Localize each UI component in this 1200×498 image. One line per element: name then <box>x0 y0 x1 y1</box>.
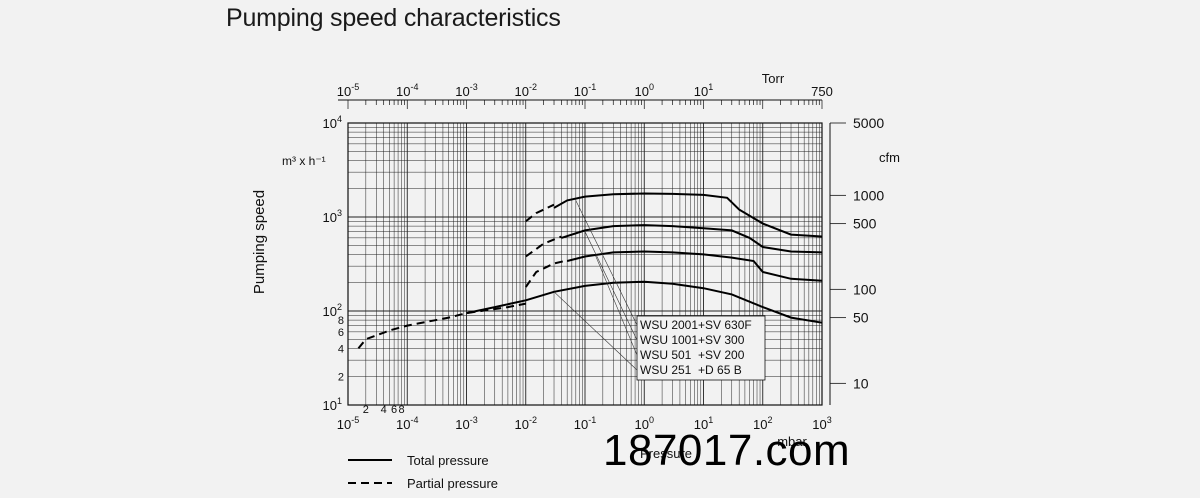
series-label: WSU 251 +D 65 B <box>640 363 742 377</box>
torr-tick-label: 10-4 <box>396 82 418 99</box>
cfm-tick-label: 500 <box>853 216 877 232</box>
series-partial-pressure-line <box>525 203 555 223</box>
cfm-axis-unit: cfm <box>879 150 900 165</box>
torr-tick-label: 10-2 <box>515 82 537 99</box>
series-partial-pressure-line <box>525 235 562 258</box>
torr-tick-label: 10-3 <box>455 82 477 99</box>
y-minor-label: 8 <box>338 315 344 327</box>
legend-label: Total pressure <box>407 453 489 468</box>
torr-tick-label: 750 <box>811 84 833 99</box>
y-minor-label: 2 <box>338 372 344 384</box>
y-axis-unit: m³ x h⁻¹ <box>282 154 326 168</box>
y-tick-label: 101 <box>323 396 342 413</box>
torr-tick-label: 10-1 <box>574 82 596 99</box>
x-tick-label: 100 <box>635 415 654 432</box>
cfm-tick-label: 50 <box>853 310 869 326</box>
x-axis-unit: mbar <box>777 434 807 449</box>
x-tick-label: 101 <box>694 415 713 432</box>
series-partial-pressure-line <box>524 259 568 288</box>
x-tick-label: 10-3 <box>455 415 477 432</box>
torr-tick-label: 10-5 <box>337 82 359 99</box>
x-minor-label: 6 <box>391 404 397 416</box>
series-total-pressure-line <box>553 192 823 238</box>
series-leader-line <box>575 200 638 326</box>
plot-frame <box>347 122 823 406</box>
torr-tick-label: 101 <box>694 82 713 99</box>
legend-label: Partial pressure <box>407 476 498 491</box>
y-minor-label: 4 <box>338 343 344 355</box>
series-total-pressure-line <box>466 280 823 324</box>
torr-axis-unit: Torr <box>762 71 785 86</box>
y-axis-label: Pumping speed <box>251 190 268 294</box>
series-leader-line <box>584 231 638 341</box>
x-minor-label: 8 <box>398 404 404 416</box>
y-tick-label: 102 <box>323 302 342 319</box>
x-tick-label: 103 <box>812 415 831 432</box>
x-tick-label: 10-5 <box>337 415 359 432</box>
series-label: WSU 2001+SV 630F <box>640 318 752 332</box>
x-tick-label: 10-1 <box>574 415 596 432</box>
cfm-tick-label: 1000 <box>853 187 884 203</box>
series-total-pressure-line <box>561 224 823 254</box>
x-minor-label: 2 <box>363 404 369 416</box>
x-minor-label: 4 <box>381 404 387 416</box>
series-label: WSU 1001+SV 300 <box>640 333 745 347</box>
cfm-tick-label: 100 <box>853 281 877 297</box>
series-leader-line <box>553 291 638 371</box>
series-label-box <box>636 315 766 381</box>
y-tick-label: 104 <box>323 114 342 131</box>
torr-tick-label: 100 <box>635 82 654 99</box>
x-axis-unit-secondary: Pressure <box>640 446 692 461</box>
x-tick-label: 10-4 <box>396 415 418 432</box>
series-leader-line <box>595 255 638 356</box>
y-tick-label: 103 <box>323 208 342 225</box>
watermark: 187017.com <box>603 426 851 475</box>
cfm-tick-label: 10 <box>853 375 869 391</box>
series-label: WSU 501 +SV 200 <box>640 348 745 362</box>
x-tick-label: 102 <box>753 415 772 432</box>
cfm-tick-label: 5000 <box>853 115 884 131</box>
x-tick-label: 10-2 <box>515 415 537 432</box>
series-partial-pressure-line <box>357 302 526 350</box>
y-minor-label: 6 <box>338 327 344 339</box>
series-total-pressure-line <box>566 250 823 282</box>
page-title: Pumping speed characteristics <box>226 4 561 32</box>
